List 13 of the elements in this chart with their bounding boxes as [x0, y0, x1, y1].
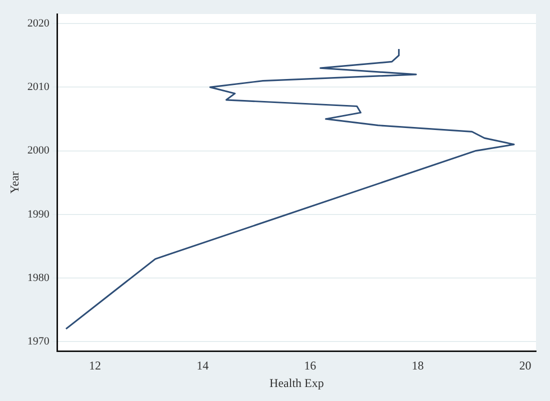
x-tick-label: 16	[304, 358, 316, 373]
y-tick-label: 2010	[27, 81, 50, 94]
y-tick-label: 1980	[27, 272, 50, 284]
x-tick-label: 12	[89, 358, 102, 373]
x-axis-title: Health Exp	[270, 376, 324, 390]
y-tick-label: 2000	[27, 144, 50, 157]
y-tick-label: 2020	[27, 17, 50, 30]
y-tick-label: 1990	[27, 208, 50, 220]
y-axis-title: Year	[7, 172, 22, 194]
y-tick-label: 1970	[27, 336, 50, 348]
x-tick-label: 14	[196, 358, 209, 373]
x-tick-label: 18	[412, 358, 424, 373]
x-tick-label: 20	[519, 358, 532, 373]
